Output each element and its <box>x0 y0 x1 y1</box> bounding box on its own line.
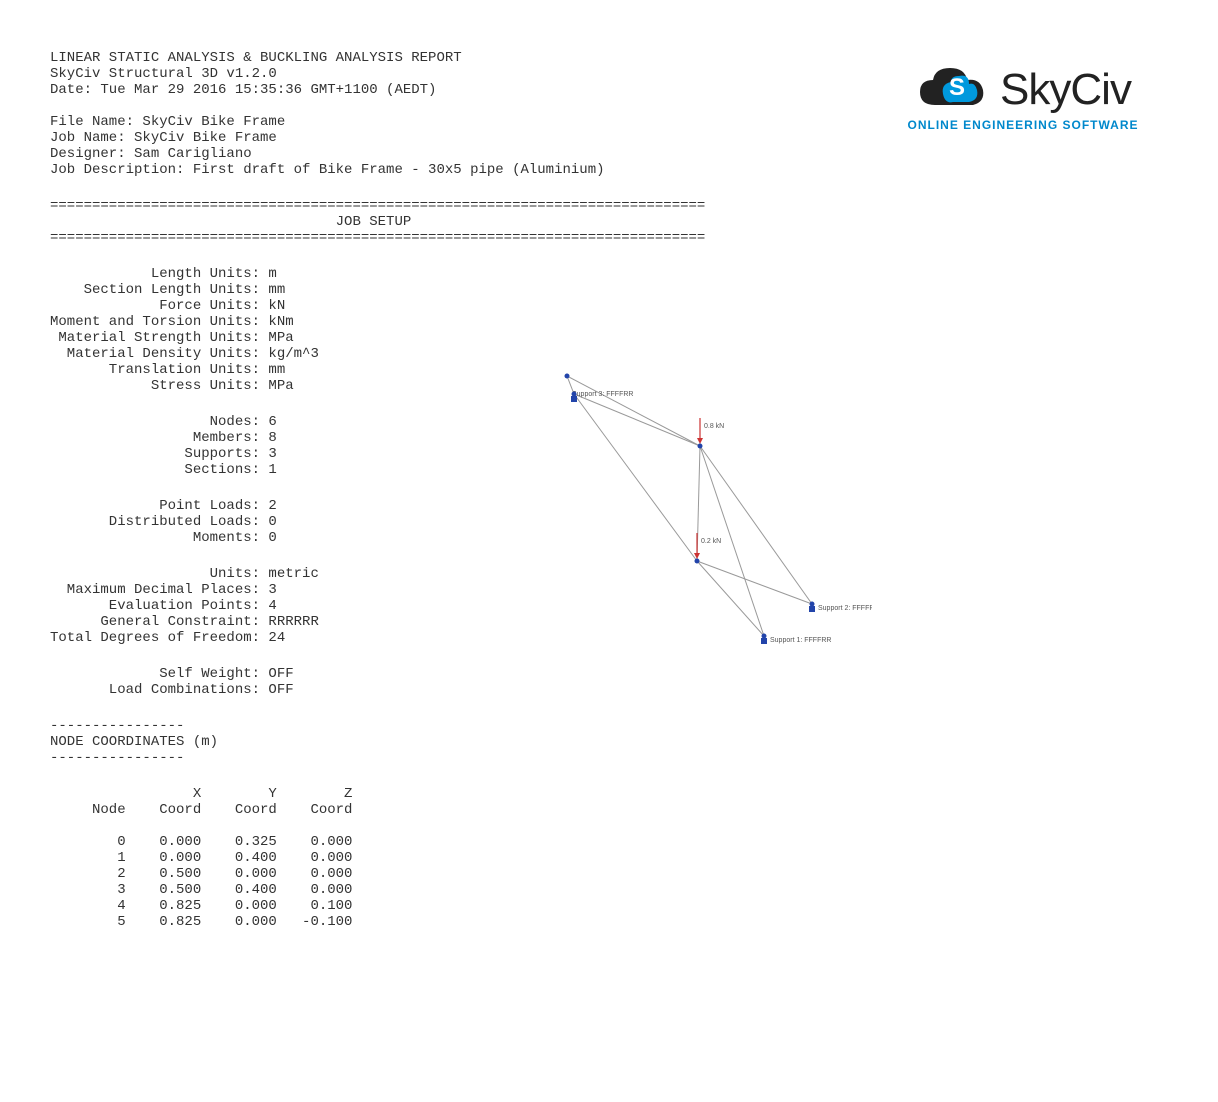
job-description: Job Description: First draft of Bike Fra… <box>50 162 878 178</box>
svg-text:0.2 kN: 0.2 kN <box>701 538 721 545</box>
dash-line: ---------------- <box>50 718 352 734</box>
kv-row: Point Loads: 2 <box>50 498 352 514</box>
kv-row: Sections: 1 <box>50 462 352 478</box>
kv-row: Moment and Torsion Units: kNm <box>50 314 352 330</box>
dash-line: ---------------- <box>50 750 352 766</box>
report-date: Date: Tue Mar 29 2016 15:35:36 GMT+1100 … <box>50 82 878 98</box>
kv-row: Supports: 3 <box>50 446 352 462</box>
structure-diagram: 0.8 kN 0.2 kN Support 1: FFFFRR Support 2: … <box>552 366 872 661</box>
kv-row: Evaluation Points: 4 <box>50 598 352 614</box>
designer: Designer: Sam Carigliano <box>50 146 878 162</box>
kv-row: Force Units: kN <box>50 298 352 314</box>
kv-row: Maximum Decimal Places: 3 <box>50 582 352 598</box>
kv-row: Material Strength Units: MPa <box>50 330 352 346</box>
report-header: LINEAR STATIC ANALYSIS & BUCKLING ANALYS… <box>50 50 878 178</box>
job-name: Job Name: SkyCiv Bike Frame <box>50 130 878 146</box>
table-header: X Y Z <box>50 786 352 802</box>
kv-row: Length Units: m <box>50 266 352 282</box>
logo-text: SkyCiv <box>1000 65 1131 115</box>
kv-row: Total Degrees of Freedom: 24 <box>50 630 352 646</box>
table-row: 1 0.000 0.400 0.000 <box>50 850 352 866</box>
kv-row: Moments: 0 <box>50 530 352 546</box>
cloud-icon: S <box>915 60 995 120</box>
svg-text:Support 3: FFFFRR: Support 3: FFFFRR <box>572 391 633 398</box>
table-row: 4 0.825 0.000 0.100 <box>50 898 352 914</box>
kv-row: Members: 8 <box>50 430 352 446</box>
kv-row: Translation Units: mm <box>50 362 352 378</box>
table-header: Node Coord Coord Coord <box>50 802 352 818</box>
skyciv-logo: S SkyCiv ONLINE ENGINEERING SOFTWARE <box>878 50 1168 132</box>
kv-row: Section Length Units: mm <box>50 282 352 298</box>
node-coords-title: NODE COORDINATES (m) <box>50 734 352 750</box>
svg-text:Support 2: FFFFRR: Support 2: FFFFRR <box>818 605 872 612</box>
table-row: 5 0.825 0.000 -0.100 <box>50 914 352 930</box>
file-name: File Name: SkyCiv Bike Frame <box>50 114 878 130</box>
kv-row: Material Density Units: kg/m^3 <box>50 346 352 362</box>
kv-row: Load Combinations: OFF <box>50 682 352 698</box>
kv-row: Stress Units: MPa <box>50 378 352 394</box>
divider-line: ========================================… <box>50 230 1168 246</box>
logo-tagline: ONLINE ENGINEERING SOFTWARE <box>907 118 1138 132</box>
svg-text:Support 1: FFFFRR: Support 1: FFFFRR <box>770 637 831 644</box>
software-version: SkyCiv Structural 3D v1.2.0 <box>50 66 878 82</box>
section-title: JOB SETUP <box>50 214 1168 230</box>
report-title: LINEAR STATIC ANALYSIS & BUCKLING ANALYS… <box>50 50 878 66</box>
kv-row: Units: metric <box>50 566 352 582</box>
table-row: 2 0.500 0.000 0.000 <box>50 866 352 882</box>
table-row: 3 0.500 0.400 0.000 <box>50 882 352 898</box>
kv-row: General Constraint: RRRRRR <box>50 614 352 630</box>
kv-row: Self Weight: OFF <box>50 666 352 682</box>
svg-text:0.8 kN: 0.8 kN <box>704 423 724 430</box>
kv-row: Distributed Loads: 0 <box>50 514 352 530</box>
table-row: 0 0.000 0.325 0.000 <box>50 834 352 850</box>
divider-line: ========================================… <box>50 198 1168 214</box>
kv-row: Nodes: 6 <box>50 414 352 430</box>
svg-text:S: S <box>949 74 965 101</box>
